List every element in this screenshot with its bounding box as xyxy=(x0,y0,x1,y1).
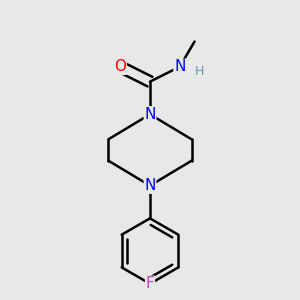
Text: N: N xyxy=(144,178,156,193)
Text: N: N xyxy=(174,59,185,74)
Text: F: F xyxy=(146,276,154,291)
Text: O: O xyxy=(114,59,126,74)
Text: N: N xyxy=(144,107,156,122)
Text: H: H xyxy=(194,65,204,78)
